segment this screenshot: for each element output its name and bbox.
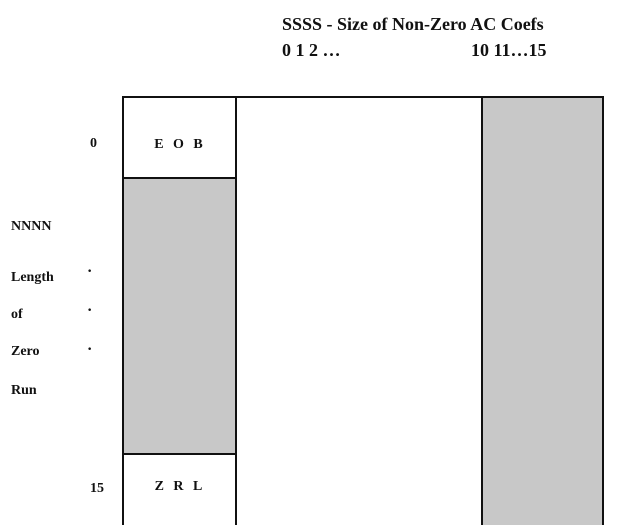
side-label-length: Length — [11, 270, 54, 285]
side-label-zero: Zero — [11, 344, 40, 359]
row-label-0: 0 — [90, 136, 97, 151]
column-labels-end: 10 11…15 — [471, 40, 547, 60]
eob-cell: E O B — [154, 137, 206, 152]
grid-shade-left-edge — [481, 96, 483, 525]
column-labels-start: 0 1 2 … — [282, 40, 341, 60]
zrl-top-line — [123, 453, 236, 455]
zrl-cell: Z R L — [154, 479, 206, 494]
grid-top-border — [123, 96, 604, 98]
grid-left-border — [122, 96, 124, 525]
shaded-region-run-rows — [123, 178, 235, 454]
grid-column-divider — [235, 96, 237, 525]
ellipsis-dot-1: · — [87, 263, 93, 280]
side-label-nnnn: NNNN — [11, 219, 52, 234]
grid-right-border — [602, 96, 604, 525]
side-label-run: Run — [11, 383, 37, 398]
diagram-title: SSSS - Size of Non-Zero AC Coefs — [282, 14, 544, 34]
row-label-15: 15 — [90, 481, 104, 496]
ellipsis-dot-2: · — [87, 302, 93, 319]
column-range-labels: 0 1 2 … 10 11…15 — [282, 40, 582, 64]
side-label-of: of — [11, 307, 23, 322]
ellipsis-dot-3: · — [87, 341, 93, 358]
shaded-region-size-columns — [482, 97, 602, 525]
eob-bottom-line — [123, 177, 236, 179]
